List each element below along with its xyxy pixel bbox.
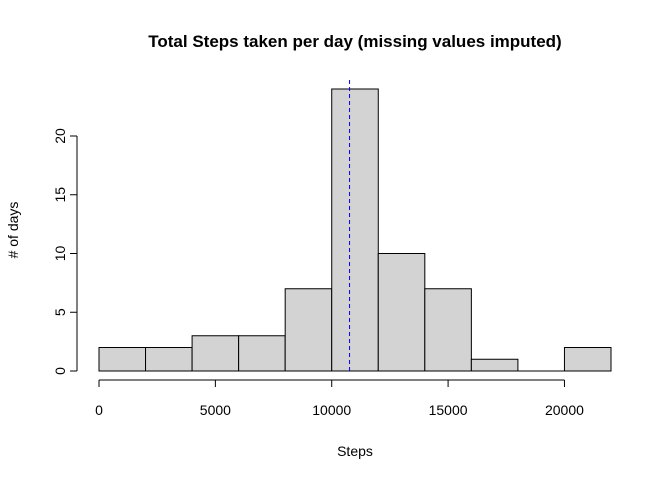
y-axis-label: # of days <box>5 202 21 259</box>
x-tick-label: 15000 <box>429 402 468 418</box>
x-axis-label: Steps <box>337 443 373 459</box>
y-tick-label: 10 <box>52 246 68 262</box>
y-tick-label: 5 <box>52 308 68 316</box>
y-tick-label: 15 <box>52 187 68 203</box>
y-tick-label: 20 <box>52 128 68 144</box>
x-tick-label: 0 <box>95 402 103 418</box>
bars-group <box>98 88 612 372</box>
histogram-bar <box>191 335 240 372</box>
histogram-bar <box>331 88 379 372</box>
y-axis: 0 5 10 15 20 <box>52 128 78 375</box>
histogram-bar <box>238 335 286 372</box>
histogram-bar <box>470 358 519 372</box>
x-tick-label: 5000 <box>200 402 231 418</box>
chart-title: Total Steps taken per day (missing value… <box>148 32 561 51</box>
y-tick-label: 0 <box>52 367 68 375</box>
x-tick-label: 20000 <box>545 402 584 418</box>
histogram-bar <box>563 347 612 372</box>
histogram-bar <box>377 253 426 372</box>
histogram-bar <box>98 347 147 372</box>
x-axis: 0 5000 10000 15000 20000 <box>95 379 584 418</box>
histogram-bar <box>145 347 193 372</box>
histogram-bar <box>284 288 333 372</box>
x-tick-label: 10000 <box>312 402 351 418</box>
histogram-bar <box>424 288 472 372</box>
